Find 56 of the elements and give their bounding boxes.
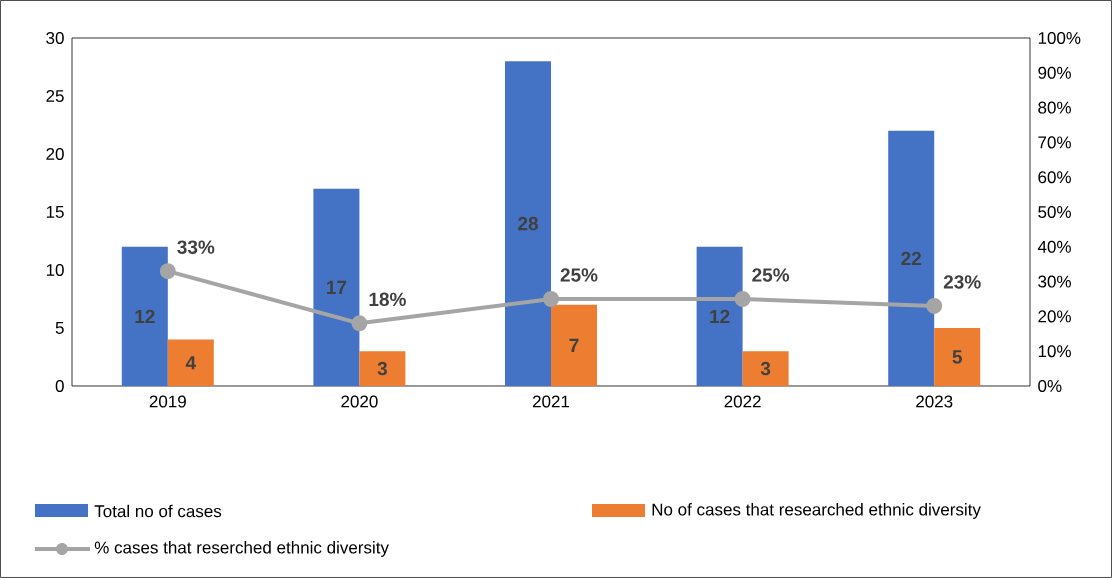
y2-tick-label: 60% — [1038, 171, 1071, 184]
bar — [934, 327, 981, 386]
y-tick-label: 10 — [46, 263, 64, 277]
data-label: 12 — [135, 309, 155, 324]
point — [734, 290, 751, 307]
y2-tick-label: 40% — [1037, 240, 1071, 253]
bar — [696, 246, 743, 386]
y-tick-label: 25 — [46, 89, 64, 103]
data-label: 22 — [901, 251, 922, 266]
data-label: 4 — [185, 356, 196, 370]
data-label: 3 — [377, 361, 387, 376]
y2-tick-label: 80% — [1038, 101, 1071, 114]
bar — [313, 188, 360, 386]
y2-tick-label: 30% — [1038, 275, 1071, 288]
y-tick-label: 0 — [55, 379, 64, 393]
data-label: 25% — [752, 268, 790, 282]
data-label: 18% — [369, 292, 406, 307]
y2-tick-label: 90% — [1038, 66, 1071, 79]
bar — [167, 339, 214, 386]
y2-tick-label: 70% — [1038, 136, 1071, 149]
bar — [505, 61, 552, 386]
point — [159, 263, 176, 280]
y2-tick-label: 20% — [1038, 310, 1071, 323]
y-tick-label: 5 — [55, 322, 64, 334]
bar — [359, 351, 406, 386]
y-tick-label: 30 — [46, 31, 64, 45]
y-tick-label: 15 — [46, 206, 64, 218]
point — [351, 315, 368, 332]
legend-label: Total no of cases — [94, 504, 222, 518]
legend-label: No of cases that researched ethnic diversity — [652, 503, 981, 519]
y2-tick-label: 50% — [1038, 205, 1071, 219]
y2-tick-label: 0% — [1038, 379, 1062, 393]
x-tick-label: 2019 — [149, 395, 186, 408]
bar — [742, 351, 789, 386]
bar — [888, 130, 935, 386]
data-label: 3 — [760, 361, 771, 376]
data-label: 28 — [518, 216, 538, 231]
x-tick-label: 2020 — [341, 395, 378, 408]
data-label: 12 — [710, 309, 730, 324]
x-tick-label: 2021 — [532, 395, 570, 408]
data-label: 23% — [943, 275, 981, 289]
data-label: 7 — [569, 338, 579, 352]
y2-tick-label: 10% — [1038, 345, 1071, 358]
bar — [551, 304, 598, 386]
point — [543, 290, 560, 307]
y2-tick-label: 100% — [1038, 31, 1081, 45]
data-label: 17 — [327, 280, 347, 294]
point — [926, 297, 943, 314]
legend-label: % cases that reserched ethnic diversity — [94, 541, 389, 557]
data-label: 5 — [952, 350, 962, 364]
y-tick-label: 20 — [46, 147, 64, 161]
x-tick-label: 2022 — [724, 395, 761, 408]
data-label: 33% — [177, 240, 215, 254]
x-tick-label: 2023 — [916, 395, 953, 408]
data-label: 25% — [560, 268, 598, 282]
bar — [121, 246, 168, 386]
